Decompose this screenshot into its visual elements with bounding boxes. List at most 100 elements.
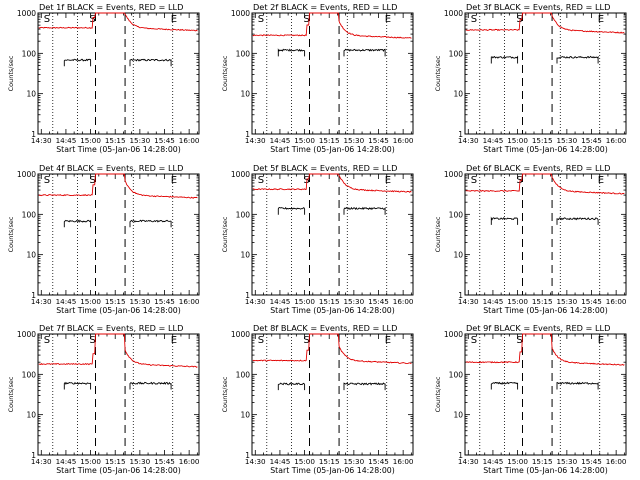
panel-title: Det 3f BLACK = Events, RED = LLD — [466, 2, 610, 12]
x-axis-label: Start Time (05-Jan-06 14:28:00) — [56, 306, 181, 315]
y-tick-label: 100 — [236, 210, 251, 219]
series-lld-line — [465, 12, 625, 34]
y-tick-label: 100 — [449, 49, 464, 58]
end-marker: E — [171, 335, 177, 346]
end-marker: E — [385, 175, 391, 186]
series-events-line-1 — [490, 381, 519, 390]
x-axis: 14:30 14:45 15:00 15:15 15:30 15:45 16:00Start… — [245, 334, 414, 475]
x-tick-label: 15:30 — [129, 136, 150, 145]
y-tick-label: 1 — [458, 130, 463, 139]
x-axis: 14:30 14:45 15:00 15:15 15:30 15:45 16:00Start… — [458, 334, 627, 475]
x-tick-label: 15:45 — [581, 297, 602, 306]
start-marker: S — [89, 335, 95, 346]
x-tick-label: 16:00 — [606, 136, 627, 145]
series-lld-line — [465, 333, 625, 366]
y-tick-label: 1000 — [444, 330, 463, 339]
x-tick-label: 16:00 — [393, 457, 414, 466]
y-tick-label: 10 — [453, 251, 463, 260]
x-tick-label: 15:00 — [80, 136, 101, 145]
x-axis: 14:30 14:45 15:00 15:15 15:30 15:45 16:00Start… — [458, 13, 627, 154]
series-events-line-1 — [277, 206, 306, 215]
x-tick-label: 15:30 — [343, 297, 364, 306]
x-tick-label: 15:15 — [105, 297, 126, 306]
x-tick-label: 14:45 — [270, 136, 291, 145]
x-tick-label: 15:45 — [581, 136, 602, 145]
y-axis-label: Counts/sec — [7, 216, 15, 252]
y-tick-label: 1000 — [231, 170, 250, 179]
y-tick-label: 1 — [458, 291, 463, 300]
x-tick-label: 15:45 — [154, 136, 175, 145]
series-lld-line — [38, 173, 198, 199]
x-tick-label: 14:30 — [31, 457, 52, 466]
series-events-line-2 — [343, 48, 386, 57]
y-tick-label: 1 — [245, 291, 250, 300]
x-tick-label: 16:00 — [393, 297, 414, 306]
x-tick-label: 14:45 — [56, 457, 77, 466]
y-tick-label: 1 — [31, 451, 36, 460]
y-tick-label: 1 — [245, 451, 250, 460]
series-lld-line — [252, 173, 412, 193]
end-marker: E — [171, 14, 177, 25]
start-marker: S — [303, 14, 309, 25]
y-axis: 1 10 100 1000 Counts/sec — [221, 330, 413, 460]
x-axis: 14:30 14:45 15:00 15:15 15:30 15:45 16:00Start… — [31, 334, 200, 475]
x-tick-label: 14:30 — [245, 457, 266, 466]
series-events-line-2 — [343, 206, 386, 215]
y-axis: 1 10 100 1000 Counts/sec — [221, 170, 413, 300]
x-tick-label: 14:30 — [458, 297, 479, 306]
panel-title: Det 9f BLACK = Events, RED = LLD — [466, 323, 610, 333]
y-axis: 1 10 100 1000 Counts/sec — [7, 330, 199, 460]
y-tick-label: 10 — [26, 251, 36, 260]
x-tick-label: 14:30 — [245, 136, 266, 145]
y-axis-label: Counts/sec — [221, 376, 229, 412]
panel-5: Det 5f BLACK = Events, RED = LLD 1 10 100 10… — [221, 163, 414, 315]
panel-title: Det 8f BLACK = Events, RED = LLD — [253, 323, 397, 333]
plot-frame — [464, 173, 627, 296]
y-tick-label: 1 — [458, 451, 463, 460]
x-axis-label: Start Time (05-Jan-06 14:28:00) — [483, 306, 608, 315]
start-marker-left: S — [258, 335, 264, 346]
series-events-line-1 — [490, 55, 519, 64]
x-tick-label: 15:30 — [556, 136, 577, 145]
y-axis: 1 10 100 1000 Counts/sec — [7, 170, 199, 300]
x-tick-label: 14:45 — [270, 457, 291, 466]
start-marker: S — [516, 335, 522, 346]
x-tick-label: 15:45 — [368, 297, 389, 306]
panel-title: Det 7f BLACK = Events, RED = LLD — [39, 323, 183, 333]
panel-title: Det 5f BLACK = Events, RED = LLD — [253, 163, 397, 173]
start-marker-left: S — [258, 175, 264, 186]
panel-7: Det 7f BLACK = Events, RED = LLD 1 10 100 10… — [7, 323, 200, 475]
panel-8: Det 8f BLACK = Events, RED = LLD 1 10 100 10… — [221, 323, 414, 475]
y-axis-label: Counts/sec — [7, 376, 15, 412]
y-tick-label: 100 — [236, 370, 251, 379]
y-axis-label: Counts/sec — [221, 55, 229, 91]
series-lld-line — [252, 333, 412, 365]
plot-frame — [37, 12, 200, 135]
x-tick-label: 16:00 — [179, 136, 200, 145]
x-axis-label: Start Time (05-Jan-06 14:28:00) — [270, 145, 395, 154]
x-tick-label: 14:30 — [31, 136, 52, 145]
y-tick-label: 1000 — [444, 170, 463, 179]
y-tick-label: 1000 — [444, 9, 463, 18]
y-axis-label: Counts/sec — [434, 376, 442, 412]
y-axis-label: Counts/sec — [7, 55, 15, 91]
start-marker: S — [303, 335, 309, 346]
x-tick-label: 15:15 — [532, 297, 553, 306]
y-tick-label: 100 — [22, 210, 37, 219]
y-axis-label: Counts/sec — [221, 216, 229, 252]
x-tick-label: 15:00 — [80, 297, 101, 306]
y-tick-label: 10 — [240, 251, 250, 260]
y-tick-label: 10 — [26, 411, 36, 420]
series-events-line-2 — [129, 219, 172, 228]
y-axis: 1 10 100 1000 Counts/sec — [434, 9, 626, 139]
y-tick-label: 100 — [449, 210, 464, 219]
start-marker-left: S — [258, 14, 264, 25]
x-tick-label: 14:45 — [483, 297, 504, 306]
x-axis: 14:30 14:45 15:00 15:15 15:30 15:45 16:00Start… — [245, 13, 414, 154]
y-axis: 1 10 100 1000 Counts/sec — [7, 9, 199, 139]
x-tick-label: 15:15 — [319, 136, 340, 145]
series-events-line-1 — [63, 219, 92, 228]
plot-frame — [464, 333, 627, 456]
x-axis-label: Start Time (05-Jan-06 14:28:00) — [483, 466, 608, 475]
x-tick-label: 15:30 — [556, 457, 577, 466]
